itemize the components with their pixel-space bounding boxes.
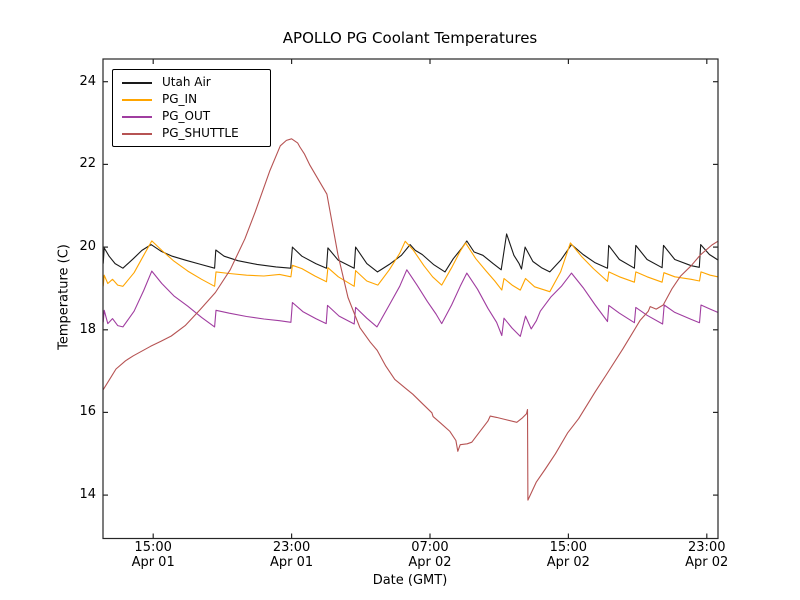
x-tick-time: 15:00 [549, 540, 588, 555]
x-tick-label: 23:00 Apr 01 [247, 540, 337, 570]
x-tick-date: Apr 02 [408, 555, 452, 570]
legend-item: PG_OUT [122, 108, 270, 125]
x-tick-label: 15:00 Apr 01 [108, 540, 198, 570]
x-tick-label: 23:00 Apr 02 [662, 540, 752, 570]
y-tick-label: 18 [79, 321, 96, 337]
series-line-pg-shuttle [102, 138, 719, 501]
x-tick-date: Apr 02 [685, 555, 729, 570]
y-tick-label: 22 [79, 156, 96, 172]
y-tick-label: 16 [79, 404, 96, 420]
legend-swatch-pg-shuttle [122, 132, 152, 135]
x-tick-time: 23:00 [272, 540, 311, 555]
y-tick-label: 20 [79, 239, 96, 255]
series-line-pg-out [102, 269, 719, 337]
x-tick-time: 15:00 [134, 540, 172, 555]
x-tick-date: Apr 02 [546, 555, 590, 570]
legend-label: PG_OUT [162, 109, 211, 123]
x-axis-label: Date (GMT) [372, 573, 448, 588]
x-tick-date: Apr 01 [131, 555, 175, 570]
y-tick-label: 14 [79, 487, 96, 503]
y-tick-label: 24 [79, 73, 96, 89]
legend-label: Utah Air [162, 75, 211, 89]
legend-item: Utah Air [122, 74, 270, 91]
series-line-utah-air [102, 233, 719, 273]
x-tick-time: 23:00 [688, 540, 726, 555]
legend-label: PG_SHUTTLE [162, 126, 239, 140]
legend-swatch-pg-in [122, 98, 152, 101]
legend-item: PG_SHUTTLE [122, 125, 270, 142]
x-tick-time: 07:00 [411, 540, 449, 555]
legend-swatch-utah-air [122, 81, 152, 84]
x-tick-date: Apr 01 [269, 555, 314, 570]
legend-item: PG_IN [122, 91, 270, 108]
x-tick-label: 15:00 Apr 02 [523, 540, 613, 570]
axes-frame [102, 58, 719, 540]
legend: Utah Air PG_IN PG_OUT PG_SHUTTLE [112, 69, 271, 147]
series-line-pg-in [102, 240, 718, 293]
legend-swatch-pg-out [122, 115, 152, 118]
legend-label: PG_IN [162, 92, 198, 106]
chart-title: APOLLO PG Coolant Temperatures [282, 29, 538, 47]
x-tick-label: 07:00 Apr 02 [385, 540, 475, 570]
